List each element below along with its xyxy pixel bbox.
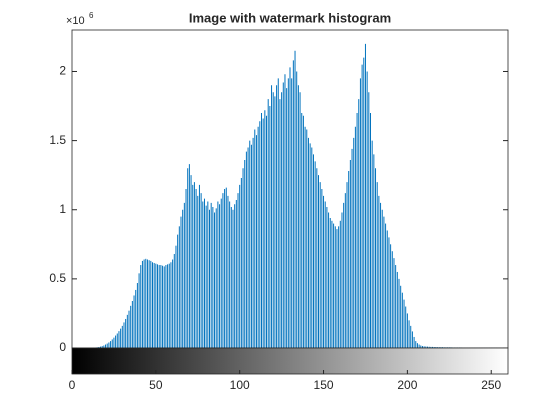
x-tick-label: 200	[397, 378, 417, 392]
x-tick-label: 50	[149, 378, 163, 392]
colorbar	[71, 347, 509, 375]
x-tick-label: 150	[314, 378, 334, 392]
y-tick-label: 0	[59, 340, 66, 354]
y-tick-label: 2	[59, 64, 66, 78]
x-tick-label: 0	[69, 378, 76, 392]
x-tick-label: 100	[230, 378, 250, 392]
x-tick-label: 250	[481, 378, 501, 392]
chart-title: Image with watermark histogram	[189, 10, 391, 25]
y-tick-label: 1.5	[49, 133, 66, 147]
y-tick-label: 1	[59, 202, 66, 216]
y-tick-label: 0.5	[49, 271, 66, 285]
y-exponent-power: 6	[89, 11, 94, 20]
y-exponent-base: ×10	[66, 15, 85, 27]
